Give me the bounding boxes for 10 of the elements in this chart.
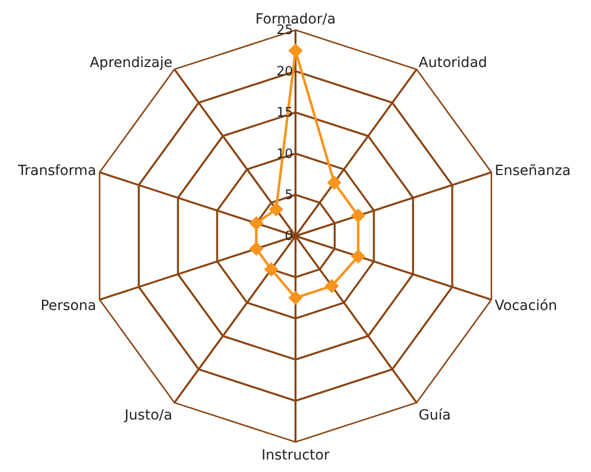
y-tick-label: 0 (284, 229, 294, 244)
spoke-label: Guía (418, 408, 451, 424)
spoke-label: Enseñanza (494, 163, 571, 180)
spoke-label: Transforma (16, 163, 96, 180)
spoke-label: Aprendizaje (90, 55, 172, 72)
spoke-label: Justo/a (124, 408, 172, 424)
spoke-label: Instructor (262, 448, 330, 464)
spoke-label: Autoridad (418, 55, 488, 72)
spoke-label: Persona (40, 298, 96, 314)
spoke-label: Vocación (494, 298, 558, 314)
